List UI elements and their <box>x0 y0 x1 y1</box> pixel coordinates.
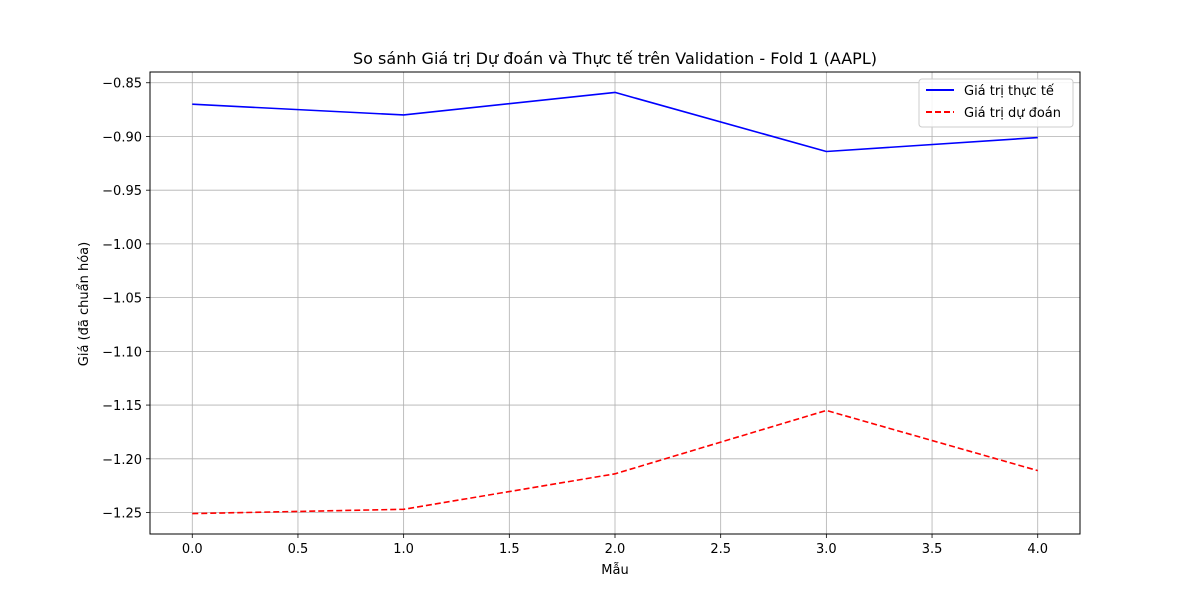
x-tick-label: 0.5 <box>288 542 309 557</box>
legend-box <box>918 78 1074 128</box>
x-tick-label: 4.0 <box>1027 542 1048 557</box>
legend-label-actual: Giá trị thực tế <box>964 84 1054 99</box>
y-axis-label: Giá (đã chuẩn hóa) <box>77 242 92 366</box>
legend: Giá trị thực tế Giá trị dự đoán <box>918 78 1074 128</box>
x-tick-label: 2.0 <box>605 542 626 557</box>
x-axis-ticks: 0.0 0.5 1.0 1.5 2.0 2.5 3.0 3.5 4.0 <box>182 534 1048 557</box>
x-tick-label: 2.5 <box>710 542 731 557</box>
x-tick-label: 0.0 <box>182 542 203 557</box>
y-tick-label: −1.20 <box>102 453 142 468</box>
x-axis-label: Mẫu <box>601 563 628 578</box>
y-tick-label: −1.00 <box>102 238 142 253</box>
y-tick-label: −0.95 <box>102 184 142 199</box>
y-tick-label: −0.90 <box>102 130 142 145</box>
y-tick-label: −0.85 <box>102 77 142 92</box>
y-tick-label: −1.10 <box>102 345 142 360</box>
legend-label-predicted: Giá trị dự đoán <box>964 106 1061 121</box>
x-tick-label: 1.5 <box>499 542 520 557</box>
y-tick-label: −1.15 <box>102 399 142 414</box>
y-axis-ticks: −0.85 −0.90 −0.95 −1.00 −1.05 −1.10 −1.15 −1.20… <box>102 77 150 522</box>
x-tick-label: 3.5 <box>922 542 943 557</box>
y-tick-label: −1.05 <box>102 292 142 307</box>
series-line-predicted <box>192 409 1038 515</box>
series-line-actual <box>192 91 1038 153</box>
y-tick-label: −1.25 <box>102 507 142 522</box>
chart-title: So sánh Giá trị Dự đoán và Thực tế trên … <box>353 49 877 68</box>
series-layer <box>192 91 1038 515</box>
x-tick-label: 1.0 <box>393 542 414 557</box>
x-tick-label: 3.0 <box>816 542 837 557</box>
